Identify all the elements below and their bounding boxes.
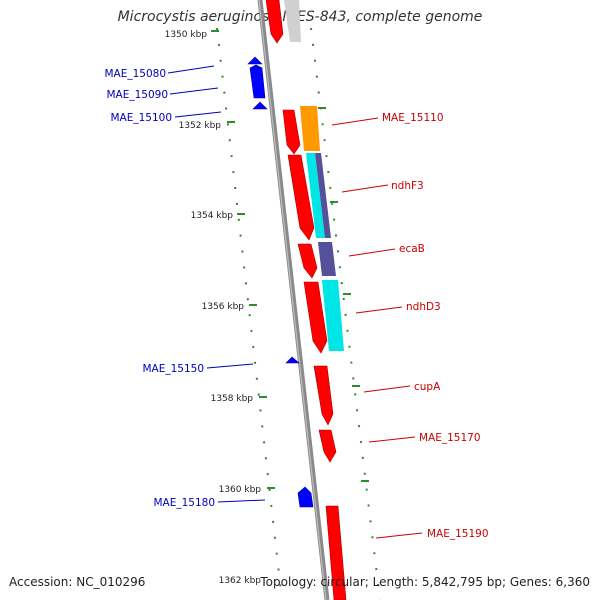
gene-top-partial: [265, 0, 284, 44]
gene-label-ecaB: ecaB: [399, 243, 425, 255]
gene-MAE_15100: [252, 101, 268, 110]
gene-MAE_15150: [285, 356, 300, 364]
gene-label-ndhF3: ndhF3: [391, 180, 424, 192]
gene-label-MAE_15080: MAE_15080: [104, 68, 166, 80]
label-leader-lines: [167, 65, 423, 539]
outer-tick-track: [310, 27, 381, 600]
gene-label-MAE_15100: MAE_15100: [110, 112, 172, 124]
gene-label-MAE_15150: MAE_15150: [142, 363, 204, 375]
map-title: Microcystis aeruginosa NIES-843, complet…: [117, 9, 483, 25]
scale-label: 1352 kbp: [179, 121, 222, 131]
gene-label-MAE_15180: MAE_15180: [153, 497, 215, 509]
gene-label-ndhD3: ndhD3: [406, 301, 441, 313]
inner-major-ticks: [211, 30, 275, 489]
cog-block-cyan-ndhD3: [322, 280, 344, 351]
scale-label: 1360 kbp: [219, 485, 262, 495]
cog-block-slate-ecaB: [318, 242, 336, 276]
cog-block-orange: [300, 106, 320, 151]
reverse-gene-labels: MAE_15080 MAE_15090 MAE_15100 MAE_15150 …: [104, 68, 215, 509]
forward-gene-labels: MAE_15110 ndhF3 ecaB ndhD3 cupA MAE_1517…: [382, 112, 489, 540]
gene-ecaB: [297, 243, 318, 279]
genome-backbone-highlight: [258, 0, 327, 600]
scale-label: 1350 kbp: [165, 30, 208, 40]
gene-label-MAE_15090: MAE_15090: [106, 89, 168, 101]
scale-labels: 1350 kbp 1352 kbp 1354 kbp 1356 kbp 1358…: [165, 30, 262, 586]
gene-ndhF3: [287, 154, 315, 241]
gene-ndhD3: [303, 281, 328, 354]
gene-MAE_15110: [282, 109, 301, 155]
scale-label: 1358 kbp: [211, 394, 254, 404]
topology-text: Topology: circular; Length: 5,842,795 bp…: [260, 575, 590, 589]
scale-label: 1362 kbp: [219, 576, 262, 586]
cog-block-gray: [284, 0, 301, 42]
gene-label-MAE_15190: MAE_15190: [427, 528, 489, 540]
gene-MAE_15170: [318, 429, 337, 463]
scale-label: 1354 kbp: [191, 211, 234, 221]
reverse-genes: [247, 56, 314, 508]
accession-text: Accession: NC_010296: [9, 575, 146, 589]
cog-block-slate-ndhF3: [315, 153, 331, 238]
gene-label-MAE_15170: MAE_15170: [419, 432, 481, 444]
forward-genes: [265, 0, 347, 600]
gene-MAE_15080: [247, 56, 263, 65]
gene-MAE_15180: [297, 486, 314, 508]
gene-MAE_15190: [325, 505, 347, 600]
cog-block-cyan-ndhF3: [306, 153, 325, 238]
gene-label-cupA: cupA: [414, 381, 441, 393]
outer-major-ticks: [318, 107, 369, 482]
genome-backbone: [257, 0, 330, 600]
gene-cupA: [313, 365, 334, 426]
gene-label-MAE_15110: MAE_15110: [382, 112, 444, 124]
gene-MAE_15090: [249, 64, 266, 99]
scale-label: 1356 kbp: [202, 302, 245, 312]
